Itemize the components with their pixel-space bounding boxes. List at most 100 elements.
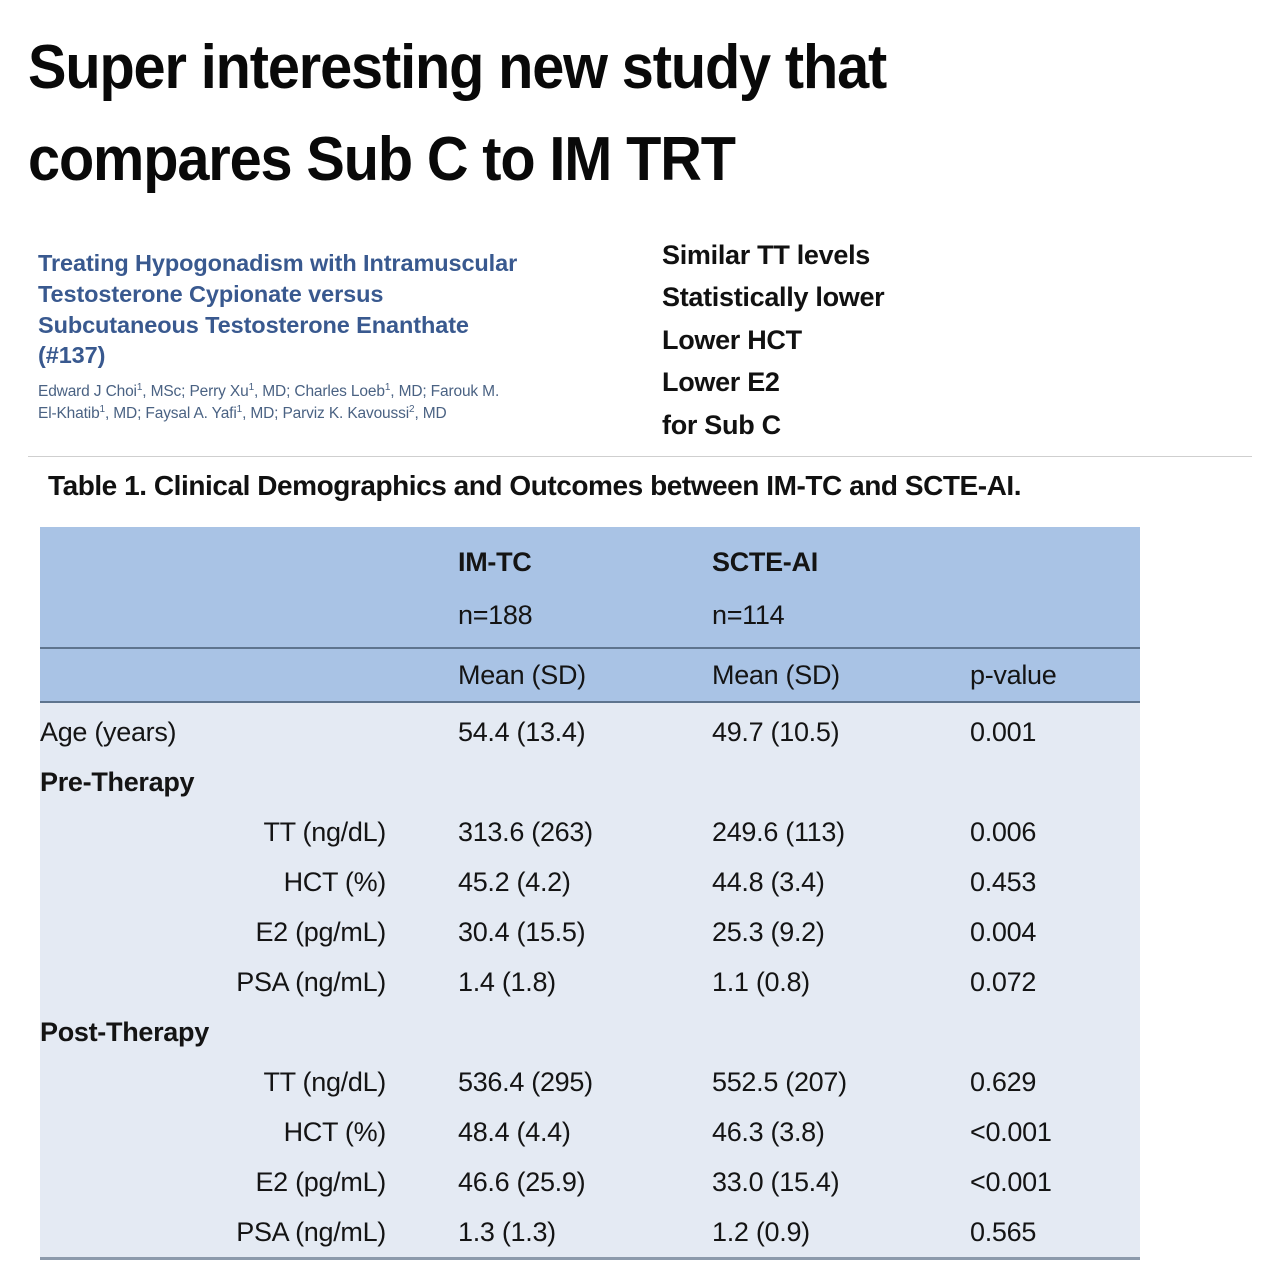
table-header-counts: n=188 n=114 <box>40 589 1140 649</box>
table-section-row: Pre-Therapy <box>40 757 1140 807</box>
annotation-list: Similar TT levels Statistically lower Lo… <box>662 234 885 446</box>
cell-pvalue: 0.001 <box>970 702 1140 757</box>
table-section-row: Post-Therapy <box>40 1007 1140 1057</box>
cell-pvalue: <0.001 <box>970 1107 1140 1157</box>
author-text: , MD; Faysal A. Yafi <box>104 405 237 423</box>
row-label: Age (years) <box>40 702 458 757</box>
cell-pvalue: <0.001 <box>970 1157 1140 1207</box>
cell-scte: 33.0 (15.4) <box>712 1157 970 1207</box>
row-label: TT (ng/dL) <box>40 1057 458 1107</box>
table-head: IM-TC SCTE-AI n=188 n=114 Mean (SD) Mean… <box>40 527 1140 703</box>
cell-pvalue: 0.072 <box>970 957 1140 1007</box>
header-n-imtc: n=188 <box>458 589 712 649</box>
cell-imtc: 45.2 (4.2) <box>458 857 712 907</box>
table-row: TT (ng/dL) 313.6 (263) 249.6 (113) 0.006 <box>40 807 1140 857</box>
cell-imtc: 48.4 (4.4) <box>458 1107 712 1157</box>
annotation-item-5: for Sub C <box>662 409 781 440</box>
headline-line-2: compares Sub C to IM TRT <box>28 124 736 194</box>
headline-line-1: Super interesting new study that <box>28 33 887 102</box>
header-group-scte: SCTE-AI <box>712 527 970 589</box>
cell-scte: 44.8 (3.4) <box>712 857 970 907</box>
affiliation-marker: 1 <box>136 381 143 393</box>
affiliation-marker: 1 <box>236 403 243 415</box>
table-row: E2 (pg/mL) 30.4 (15.5) 25.3 (9.2) 0.004 <box>40 907 1140 957</box>
cell-scte: 1.2 (0.9) <box>712 1207 970 1260</box>
cell-scte: 46.3 (3.8) <box>712 1107 970 1157</box>
table-row: TT (ng/dL) 536.4 (295) 552.5 (207) 0.629 <box>40 1057 1140 1107</box>
cell-pvalue <box>970 1007 1140 1057</box>
cell-imtc: 536.4 (295) <box>458 1057 712 1107</box>
table-row: HCT (%) 45.2 (4.2) 44.8 (3.4) 0.453 <box>40 857 1140 907</box>
cell-imtc <box>458 757 712 807</box>
author-text: , MD; Charles Loeb <box>253 383 385 401</box>
affiliation-marker: 2 <box>409 403 415 415</box>
cell-scte <box>712 1007 970 1057</box>
cell-pvalue: 0.453 <box>970 857 1140 907</box>
paper-authors: Edward J Choi1, MSc; Perry Xu1, MD; Char… <box>38 381 613 425</box>
row-label: E2 (pg/mL) <box>40 1157 458 1207</box>
demographics-table: IM-TC SCTE-AI n=188 n=114 Mean (SD) Mean… <box>40 527 1140 1260</box>
cell-imtc: 30.4 (15.5) <box>458 907 712 957</box>
header-blank-cell-2 <box>970 527 1140 589</box>
row-label: TT (ng/dL) <box>40 807 458 857</box>
cell-scte: 49.7 (10.5) <box>712 702 970 757</box>
cell-imtc: 1.3 (1.3) <box>458 1207 712 1260</box>
header-stat-scte: Mean (SD) <box>712 648 970 703</box>
author-text: , MSc; Perry Xu <box>142 383 249 401</box>
cell-imtc: 313.6 (263) <box>458 807 712 857</box>
author-text: , MD; Parviz K. Kavoussi <box>242 405 410 423</box>
cell-scte: 25.3 (9.2) <box>712 907 970 957</box>
cell-scte: 552.5 (207) <box>712 1057 970 1107</box>
cell-imtc: 1.4 (1.8) <box>458 957 712 1007</box>
cell-imtc <box>458 1007 712 1057</box>
table-row: HCT (%) 48.4 (4.4) 46.3 (3.8) <0.001 <box>40 1107 1140 1157</box>
paper-authors-line-2: El-Khatib1, MD; Faysal A. Yafi1, MD; Par… <box>38 403 613 425</box>
annotation-item-2: Statistically lower <box>662 282 885 313</box>
row-label: PSA (ng/mL) <box>40 957 458 1007</box>
affiliation-marker: 1 <box>248 381 255 393</box>
paper-title-line-2: Testosterone Cypionate versus <box>38 280 384 307</box>
page-headline: Super interesting new study that compare… <box>28 22 1135 206</box>
author-text: , MD; Farouk M. <box>390 383 500 401</box>
row-label: HCT (%) <box>40 1107 458 1157</box>
annotation-item-4: Lower E2 <box>662 367 780 398</box>
paper-title: Treating Hypogonadism with Intramuscular… <box>38 248 613 371</box>
paper-title-line-4: (#137) <box>38 342 106 369</box>
table-caption: Table 1. Clinical Demographics and Outco… <box>48 470 1022 501</box>
header-group-imtc: IM-TC <box>458 527 712 589</box>
header-stat-imtc: Mean (SD) <box>458 648 712 703</box>
row-label: Post-Therapy <box>40 1007 458 1057</box>
paper-title-line-1: Treating Hypogonadism with Intramuscular <box>38 250 518 276</box>
header-pvalue: p-value <box>970 648 1140 703</box>
table-body: Age (years) 54.4 (13.4) 49.7 (10.5) 0.001 Pr… <box>40 702 1140 1260</box>
cell-imtc: 54.4 (13.4) <box>458 702 712 757</box>
cell-scte: 1.1 (0.8) <box>712 957 970 1007</box>
cell-scte <box>712 757 970 807</box>
author-text: , MD <box>414 405 447 423</box>
annotation-item-3: Lower HCT <box>662 324 802 355</box>
paper-authors-line-1: Edward J Choi1, MSc; Perry Xu1, MD; Char… <box>38 381 613 403</box>
cell-pvalue: 0.006 <box>970 807 1140 857</box>
row-label: PSA (ng/mL) <box>40 1207 458 1260</box>
table-header-stats: Mean (SD) Mean (SD) p-value <box>40 648 1140 703</box>
table-row: Age (years) 54.4 (13.4) 49.7 (10.5) 0.001 <box>40 702 1140 757</box>
demographics-table-wrapper: IM-TC SCTE-AI n=188 n=114 Mean (SD) Mean… <box>40 527 1140 1260</box>
annotation-item-1: Similar TT levels <box>662 240 870 270</box>
row-label: E2 (pg/mL) <box>40 907 458 957</box>
header-n-scte: n=114 <box>712 589 970 649</box>
header-blank-cell-4 <box>970 589 1140 649</box>
table-row: E2 (pg/mL) 46.6 (25.9) 33.0 (15.4) <0.001 <box>40 1157 1140 1207</box>
cell-pvalue: 0.629 <box>970 1057 1140 1107</box>
row-label: HCT (%) <box>40 857 458 907</box>
affiliation-marker: 1 <box>99 403 106 415</box>
paper-citation-block: Treating Hypogonadism with Intramuscular… <box>38 248 613 425</box>
table-row: PSA (ng/mL) 1.4 (1.8) 1.1 (0.8) 0.072 <box>40 957 1140 1007</box>
cell-scte: 249.6 (113) <box>712 807 970 857</box>
table-header-groups: IM-TC SCTE-AI <box>40 527 1140 589</box>
header-blank-cell <box>40 527 458 589</box>
cell-pvalue: 0.565 <box>970 1207 1140 1260</box>
cell-pvalue <box>970 757 1140 807</box>
cell-pvalue: 0.004 <box>970 907 1140 957</box>
affiliation-marker: 1 <box>384 381 391 393</box>
header-blank-cell-5 <box>40 648 458 703</box>
